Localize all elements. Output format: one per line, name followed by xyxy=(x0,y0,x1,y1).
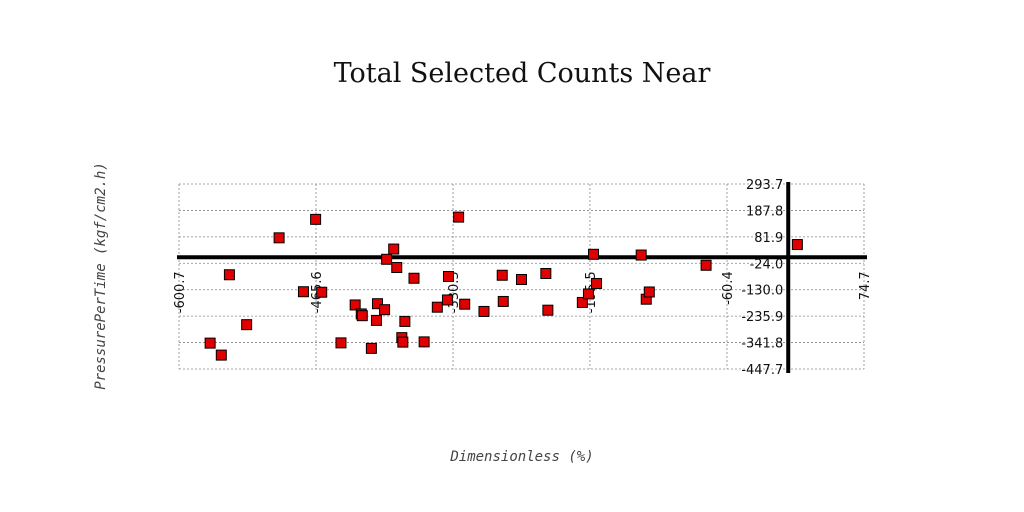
scatter-point xyxy=(431,301,443,313)
scatter-point xyxy=(316,286,328,298)
scatter-point xyxy=(408,272,420,284)
data-points xyxy=(204,211,803,361)
x-tick-label: -60.4 xyxy=(721,271,736,305)
x-tick-label: 74.7 xyxy=(858,271,873,300)
scatter-point xyxy=(381,253,393,265)
scatter-point xyxy=(418,336,430,348)
scatter-point xyxy=(791,239,803,251)
scatter-point xyxy=(365,342,377,354)
scatter-point xyxy=(588,248,600,260)
chart-title: Total Selected Counts Near xyxy=(334,58,711,89)
scatter-point xyxy=(516,273,527,285)
scatter-point xyxy=(540,268,552,280)
scatter-point xyxy=(700,259,712,271)
scatter-point xyxy=(591,277,603,289)
scatter-point xyxy=(297,286,309,298)
scatter-point xyxy=(582,288,594,300)
y-tick-label: 293.7 xyxy=(746,178,783,193)
scatter-point xyxy=(399,315,411,327)
y-tick-label: 187.8 xyxy=(746,204,783,219)
scatter-point xyxy=(223,269,235,281)
scatter-point xyxy=(335,337,347,349)
scatter-point xyxy=(370,314,382,326)
y-tick-label: -341.8 xyxy=(741,337,783,352)
scatter-point xyxy=(204,337,216,349)
scatter-point xyxy=(310,213,322,225)
y-tick-label: -447.7 xyxy=(741,363,783,378)
scatter-point xyxy=(542,304,554,316)
scatter-point xyxy=(576,296,588,308)
scatter-point xyxy=(388,243,400,255)
scatter-point xyxy=(371,298,383,310)
scatter-point xyxy=(241,319,253,331)
y-tick-label: -24.0 xyxy=(750,257,784,272)
scatter-point xyxy=(391,262,403,274)
x-axis-label: Dimensionless (%) xyxy=(449,449,593,465)
scatter-point xyxy=(215,349,227,361)
scatter-point xyxy=(379,304,391,316)
y-axis-label: PressurePerTime (kgf/cm2.h) xyxy=(93,162,109,390)
scatter-point xyxy=(442,271,454,282)
axes xyxy=(177,182,867,373)
y-tick-label: -235.9 xyxy=(741,310,783,325)
scatter-point xyxy=(273,232,285,244)
scatter-point xyxy=(453,211,465,223)
y-tick-label: -130.0 xyxy=(741,284,783,299)
scatter-point xyxy=(635,249,647,261)
scatter-point xyxy=(478,305,490,317)
scatter-point xyxy=(496,269,508,281)
scatter-point xyxy=(441,294,453,306)
scatter-point xyxy=(356,310,368,322)
scatter-point xyxy=(459,298,471,310)
scatter-point xyxy=(643,286,655,298)
y-tick-label: 81.9 xyxy=(754,231,783,246)
scatter-point xyxy=(349,299,361,311)
scatter-point xyxy=(497,295,509,307)
scatter-point xyxy=(397,336,409,348)
x-tick-label: -600.7 xyxy=(173,271,188,313)
